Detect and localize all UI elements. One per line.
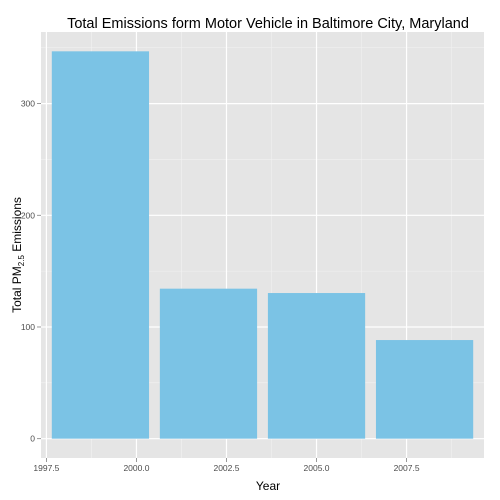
x-tick-label: 2000.0 [123,463,149,473]
bar-1999 [51,51,150,439]
chart-title: Total Emissions form Motor Vehicle in Ba… [67,16,469,32]
x-tick-label: 2002.5 [213,463,239,473]
y-tick-label: 200 [21,210,35,220]
x-tick-label: 2007.5 [394,463,420,473]
x-tick-label: 2005.0 [304,463,330,473]
y-axis: 0 100 200 300 [21,99,41,444]
x-axis: 1997.5 2000.0 2002.5 2005.0 2007.5 [33,458,420,473]
bar-2005 [267,293,366,439]
bar-2008 [375,340,474,439]
y-axis-title-subscript: 2.5 [17,255,26,267]
y-tick-label: 0 [30,434,35,444]
x-tick-label: 1997.5 [33,463,59,473]
y-tick-label: 100 [21,322,35,332]
y-tick-label: 300 [21,99,35,109]
y-axis-title: Total PM2.5 Emissions [10,197,26,313]
y-axis-title-tail: Emissions [10,197,24,255]
bars [51,51,474,439]
bar-2002 [159,288,258,439]
y-axis-title-main: Total PM [10,266,24,313]
x-axis-title: Year [256,479,280,493]
